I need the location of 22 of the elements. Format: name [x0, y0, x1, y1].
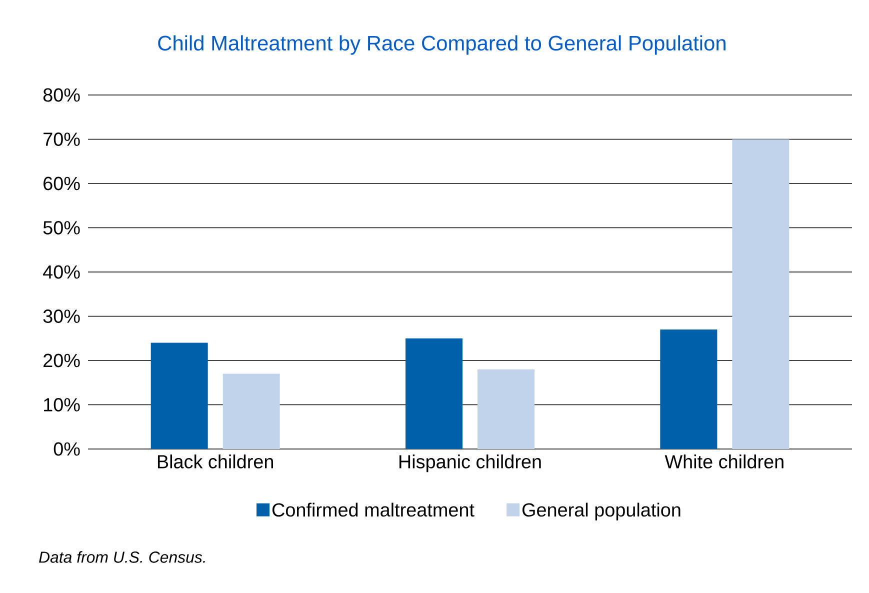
y-tick-label: 80%: [43, 88, 80, 102]
y-tick-label: 10%: [44, 398, 80, 412]
y-tick-label: 40%: [43, 265, 80, 279]
bar: [660, 330, 718, 449]
bar: [478, 369, 535, 449]
bar: [222, 374, 280, 449]
bar: [406, 338, 463, 449]
bar: [150, 342, 208, 449]
bar: [732, 139, 790, 449]
y-tick-label: 60%: [44, 176, 80, 190]
y-tick-label: 20%: [44, 354, 80, 368]
text: Data from U.S. Census.: [39, 551, 205, 563]
y-tick-label: 30%: [43, 310, 80, 323]
legend-label: General population: [522, 502, 680, 520]
x-tick-label: Hispanic children: [399, 454, 541, 472]
x-tick-label: White children: [664, 454, 784, 468]
y-tick-label: 50%: [43, 221, 80, 234]
legend-label: Confirmed maltreatment: [272, 502, 474, 517]
x-tick-label: Black children: [158, 454, 273, 468]
y-tick-label: 0%: [54, 442, 80, 456]
y-tick-label: 70%: [44, 132, 80, 146]
chart-title: Child Maltreatment by Race Compared to General Population: [158, 35, 726, 55]
